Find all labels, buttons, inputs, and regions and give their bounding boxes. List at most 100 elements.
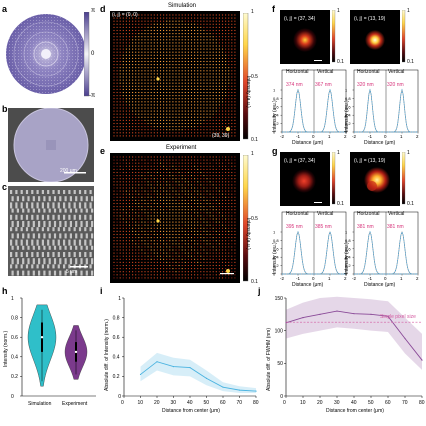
y-axis-label: Intensity (norm.) [3, 331, 9, 367]
y-tick-label: 0.8 [273, 238, 279, 243]
vertical-profile [282, 88, 346, 133]
data-point [404, 337, 406, 340]
x-tick-label: 80 [419, 400, 425, 406]
data-point [302, 317, 304, 319]
x-tick-label: 0 [283, 400, 286, 406]
x-tick-label: 80 [253, 400, 259, 406]
category-label: Experiment [62, 401, 88, 407]
x-tick-label: 1 [400, 276, 403, 281]
panel-label-a: a [2, 4, 8, 14]
x-tick-label: 0 [121, 400, 124, 406]
experiment-spot-array [110, 153, 240, 283]
d-coord-end: (39, 39) [212, 133, 230, 139]
y-tick-label: 0.8 [113, 315, 120, 321]
f2-legend-h: Horizontal [357, 69, 380, 75]
x-tick-label: 2 [344, 134, 347, 139]
panel-label-b: b [2, 104, 8, 114]
phase-colorbar [84, 12, 90, 97]
x-tick-label: 2 [416, 134, 419, 139]
scalebar-c-label: 5 μm [66, 269, 78, 275]
y-tick-label: 0.2 [273, 121, 279, 126]
f1-fwhm-v: 367 nm [315, 82, 332, 88]
y-tick-label: 50 [277, 361, 283, 367]
y-tick-label: 1 [273, 230, 276, 235]
cbar-d-label: Intensity (a.u.) [245, 76, 251, 108]
d-title: Simulation [168, 3, 197, 9]
g1-legend-v: Vertical [317, 211, 334, 217]
g-cbar1-bottom: 0.1 [337, 201, 344, 207]
x-tick-label: -1 [296, 134, 300, 139]
y-tick-label: 0.6 [345, 104, 351, 109]
x-tick-label: -1 [296, 276, 300, 281]
y-tick-label: 0.8 [11, 315, 18, 321]
x-tick-label: 20 [317, 400, 323, 406]
g-profile-plot1: -2 -1 0 1 200.20.40.60.81 [273, 211, 347, 281]
f2-fwhm-v: 320 nm [387, 82, 404, 88]
f2-legend-v: Vertical [388, 69, 405, 75]
f-spot2-image [350, 10, 400, 64]
data-point [336, 310, 338, 312]
y-tick-label: 1 [273, 88, 276, 93]
x-tick-label: 0 [312, 134, 315, 139]
data-point [421, 359, 423, 361]
panel-label-i: i [100, 286, 103, 296]
x-tick-label: 20 [154, 400, 160, 406]
cbar-d-mid: 0.5 [251, 74, 258, 80]
y-tick-label: 0.4 [273, 255, 279, 260]
data-point [156, 361, 158, 363]
x-tick-label: 60 [220, 400, 226, 406]
f-colorbar1 [332, 10, 336, 63]
g-cbar1-top: 1 [337, 150, 340, 156]
cbar-e-label: Intensity (a.u.) [245, 218, 251, 250]
phase-colorbar-bottom-label: -π [89, 93, 96, 99]
y-tick-label: 0.4 [273, 113, 279, 118]
x-tick-label: 10 [300, 400, 306, 406]
e-title: Experiment [166, 145, 197, 151]
g2-fwhm-h: 381 nm [357, 224, 374, 230]
g2-legend-v: Vertical [388, 211, 405, 217]
cbar-e-bottom: 0.1 [251, 279, 258, 285]
f-profile-plot2: -2 -1 0 1 200.20.40.60.81 [345, 69, 419, 139]
phase-colorbar-top-label: π [91, 8, 96, 14]
y-tick-label: 1 [118, 296, 121, 302]
g1-xlabel: Distance (μm) [292, 282, 324, 288]
g-spot1-label: (i, j) = (37, 34) [284, 158, 316, 164]
panel-label-c: c [2, 182, 8, 192]
f-cbar2-top: 1 [407, 8, 410, 14]
x-tick-label: 1 [400, 134, 403, 139]
cbar-e-mid: 0.5 [251, 216, 258, 222]
panel-label-g: g [272, 146, 278, 156]
x-tick-label: 30 [171, 400, 177, 406]
g1-ylabel: Intensity (a.u.) [272, 242, 278, 274]
error-band [286, 296, 422, 370]
x-tick-label: -2 [352, 276, 356, 281]
data-point [139, 373, 142, 376]
x-axis-label: Distance from center (μm) [162, 408, 220, 414]
category-label: Simulation [28, 401, 52, 407]
g1-fwhm-h: 395 nm [286, 224, 303, 230]
g-profile-plot2: -2 -1 0 1 200.20.40.60.81 [345, 211, 419, 281]
y-tick-label: 1 [345, 88, 348, 93]
data-point [222, 386, 224, 388]
sem-image [8, 186, 94, 276]
y-tick-label: 0 [11, 394, 14, 400]
f2-fwhm-h: 320 nm [357, 82, 374, 88]
y-tick-label: 0.2 [11, 374, 18, 380]
f2-ylabel: Intensity (a.u.) [344, 100, 350, 132]
x-tick-label: 0 [384, 134, 387, 139]
y-tick-label: 0.4 [345, 255, 351, 260]
panel-label-h: h [2, 286, 8, 296]
g-cbar2-top: 1 [407, 150, 410, 156]
chart-j-fwhm-diff: 0 10 20 30 40 50 60 70 80 0 50 100 150 Distance from … [266, 296, 425, 414]
y-tick-label: 1 [345, 230, 348, 235]
y-tick-label: 0 [118, 394, 121, 400]
x-tick-label: 60 [385, 400, 391, 406]
y-tick-label: 0.4 [11, 355, 18, 361]
y-tick-label: 0.6 [273, 246, 279, 251]
g1-legend-h: Horizontal [286, 211, 309, 217]
y-tick-label: 0 [345, 272, 348, 277]
data-point [189, 366, 191, 369]
y-tick-label: 1 [11, 296, 14, 302]
chart-i-intensity-diff: 0 10 20 30 40 50 60 70 80 0 0.2 0.4 0.6 0.8 1 Distance … [104, 296, 259, 414]
cbar-e-top: 1 [251, 151, 254, 157]
